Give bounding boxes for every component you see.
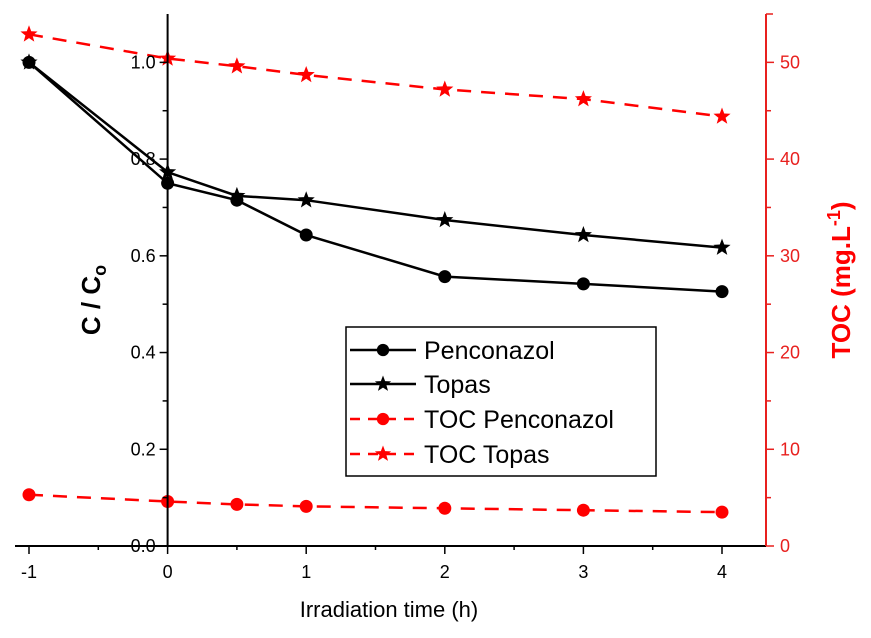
y2-tick-label: 40: [780, 149, 800, 169]
legend-marker-star: [374, 445, 392, 461]
y2-tick-label: 0: [780, 536, 790, 556]
y-axis-title: C / Co: [76, 265, 110, 335]
y2-axis-title-main: TOC (mg.L: [826, 226, 856, 359]
data-point-circle: [576, 277, 590, 291]
x-tick-label: 4: [717, 562, 727, 582]
y-axis-title-subscript: o: [90, 265, 110, 276]
y-tick-label: 0.2: [131, 439, 156, 459]
data-point-circle: [299, 499, 313, 513]
y2-axis-title: TOC (mg.L-1): [824, 201, 856, 358]
data-point-star: [574, 90, 592, 107]
legend-label: Penconazol: [424, 337, 555, 365]
legend-box: [345, 326, 657, 477]
legend-marker-circle: [376, 343, 390, 357]
series-topas: [20, 53, 731, 255]
y-tick-label: 1.0: [131, 52, 156, 72]
data-point-circle: [438, 270, 452, 284]
legend-label: TOC Topas: [424, 441, 550, 469]
x-tick-label: 2: [440, 562, 450, 582]
legend-marker-star: [374, 375, 392, 391]
data-point-star: [20, 25, 38, 42]
axes-layer: -1 0 1 2 3 4 0.0 0.2 0.4 0.6 0.8 1.0 0 10 20 30 40 50: [15, 13, 800, 582]
legend-item: Penconazol: [350, 337, 555, 365]
legend-items: Penconazol Topas TOC Penconazol TOC Topas: [350, 337, 614, 469]
data-point-circle: [576, 503, 590, 517]
y2-axis-title-superscript: -1: [824, 210, 844, 226]
data-point-circle: [299, 228, 313, 242]
x-tick-label: 3: [578, 562, 588, 582]
data-point-star: [713, 107, 731, 124]
series-toc-penconazol: [22, 488, 729, 519]
y2-tick-label: 10: [780, 439, 800, 459]
data-point-circle: [438, 501, 452, 515]
data-point-star: [297, 191, 315, 208]
y-tick-label: 0.4: [131, 343, 156, 363]
series-line: [28, 33, 723, 118]
y2-tick-label: 50: [780, 52, 800, 72]
x-tick-label: -1: [21, 562, 37, 582]
x-axis-title: Irradiation time (h): [300, 597, 479, 622]
data-point-circle: [22, 488, 36, 502]
legend: Penconazol Topas TOC Penconazol TOC Topas: [345, 326, 657, 477]
y-axis-title-main: C / C: [76, 276, 106, 335]
data-point-circle: [715, 285, 729, 299]
data-point-star: [228, 186, 246, 204]
series-line: [28, 493, 723, 514]
data-point-circle: [230, 497, 244, 511]
y-tick-label: 0.6: [131, 246, 156, 266]
y-tick-label: 0.0: [131, 536, 156, 556]
data-point-circle: [715, 505, 729, 519]
y2-tick-label: 30: [780, 246, 800, 266]
series-penconazol: [22, 55, 729, 299]
data-point-star: [20, 53, 38, 70]
data-point-star: [436, 80, 454, 97]
data-point-star: [713, 238, 731, 255]
series-toc-topas: [20, 25, 731, 124]
legend-marker-circle: [376, 412, 390, 426]
x-tick-label: 0: [163, 562, 173, 582]
y2-axis-title-close: ): [826, 201, 856, 210]
legend-label: TOC Penconazol: [424, 406, 614, 434]
data-point-star: [574, 226, 592, 243]
data-point-star: [297, 65, 315, 83]
legend-item: Topas: [350, 371, 491, 399]
y-tick-label: 0.8: [131, 149, 156, 169]
legend-item: TOC Topas: [350, 441, 550, 469]
x-tick-label: 1: [301, 562, 311, 582]
data-point-star: [228, 57, 246, 74]
legend-item: TOC Penconazol: [350, 406, 614, 434]
y2-tick-label: 20: [780, 343, 800, 363]
data-point-star: [436, 211, 454, 228]
legend-label: Topas: [424, 371, 491, 399]
